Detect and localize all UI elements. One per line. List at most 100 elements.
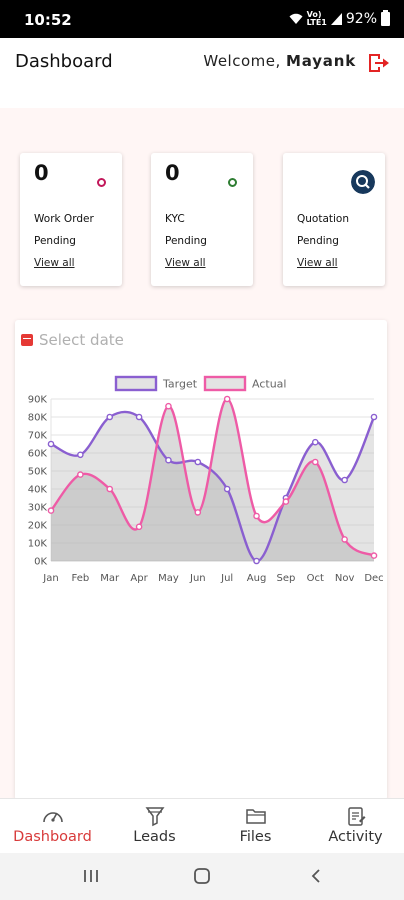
data-point <box>165 402 172 410</box>
nav-dashboard[interactable]: Dashboard <box>2 799 103 854</box>
page-title: Dashboard <box>15 51 113 72</box>
data-point <box>106 413 114 421</box>
y-tick-label: 70K <box>28 431 48 442</box>
y-tick-label: 10K <box>28 539 48 550</box>
y-tick-label: 50K <box>28 467 48 478</box>
folder-icon <box>245 809 266 824</box>
data-point <box>77 471 84 478</box>
target-actual-chart: 0K 10K 20K 30K 40K 50K 60K 70K 80K 90K Jan Feb Mar Ap… <box>28 375 384 584</box>
x-tick-label: Dec <box>364 573 383 584</box>
nav-label: Dashboard <box>13 829 92 845</box>
card-title: KYC <box>165 213 185 225</box>
y-tick-label: 90K <box>28 395 48 406</box>
status-dot-icon <box>97 178 106 187</box>
data-point <box>194 509 202 516</box>
nav-activity[interactable]: Activity <box>305 799 404 854</box>
status-icons: Vo) LTE1 92% <box>289 10 390 27</box>
data-point <box>311 438 319 446</box>
data-point <box>253 512 260 520</box>
view-all-link[interactable]: View all <box>165 257 206 269</box>
x-tick-label: Sep <box>276 573 295 584</box>
x-tick-label: Apr <box>130 573 148 584</box>
y-tick-label: 80K <box>28 413 48 424</box>
card-count: 0 <box>165 161 180 185</box>
data-point <box>106 485 114 493</box>
legend-swatch <box>114 375 158 392</box>
x-tick-label: Jul <box>220 573 233 584</box>
card-title: Work Order <box>34 213 94 225</box>
y-tick-label: 20K <box>28 521 48 532</box>
data-point <box>253 557 260 565</box>
x-tick-label: Jan <box>42 573 58 584</box>
data-point <box>77 451 84 459</box>
system-nav-bar <box>0 853 404 900</box>
x-tick-label: Aug <box>247 573 267 584</box>
wifi-icon <box>289 13 303 24</box>
data-point <box>223 395 231 403</box>
date-picker-placeholder: Select date <box>39 331 124 349</box>
data-point <box>311 458 319 466</box>
recent-apps-icon[interactable] <box>82 867 100 885</box>
nav-leads[interactable]: Leads <box>104 799 205 854</box>
app-header: Dashboard Welcome, Mayank <box>0 38 404 108</box>
card-subtitle: Pending <box>34 235 76 247</box>
signal-icon <box>330 13 342 25</box>
date-picker[interactable]: Select date <box>21 331 124 349</box>
status-dot-icon <box>228 178 237 187</box>
y-tick-label: 40K <box>28 485 48 496</box>
data-point <box>194 458 202 466</box>
card-subtitle: Pending <box>165 235 207 247</box>
y-tick-label: 0K <box>34 557 47 568</box>
legend-label: Actual <box>252 378 286 391</box>
data-point <box>135 523 143 531</box>
series-area-actual <box>51 398 374 561</box>
nav-label: Leads <box>133 829 176 845</box>
data-point <box>47 440 55 448</box>
card-title: Quotation <box>297 213 350 225</box>
quotation-card[interactable]: Quotation Pending View all <box>283 153 385 286</box>
data-point <box>341 536 348 543</box>
logout-icon[interactable] <box>366 52 390 74</box>
bottom-nav: Dashboard Leads Files Activity <box>0 798 404 853</box>
legend-label: Target <box>162 378 198 391</box>
welcome-text: Welcome, Mayank <box>203 52 356 70</box>
status-time: 10:52 <box>24 11 72 29</box>
battery-level: 92% <box>345 11 377 27</box>
clipboard-icon <box>347 807 365 826</box>
status-bar: 10:52 Vo) LTE1 92% <box>0 0 404 38</box>
work-order-card[interactable]: 0 Work Order Pending View all <box>20 153 122 286</box>
view-all-link[interactable]: View all <box>297 257 338 269</box>
home-icon[interactable] <box>193 867 211 885</box>
kyc-card[interactable]: 0 KYC Pending View all <box>151 153 253 286</box>
data-point <box>135 413 143 421</box>
gauge-icon <box>42 812 63 823</box>
card-subtitle: Pending <box>297 235 339 247</box>
x-tick-label: May <box>158 573 179 584</box>
legend-swatch <box>203 375 247 392</box>
battery-icon <box>381 10 390 26</box>
data-point <box>370 413 378 421</box>
nav-label: Activity <box>328 829 383 845</box>
nav-files[interactable]: Files <box>205 799 306 854</box>
y-tick-label: 60K <box>28 449 48 460</box>
data-point <box>223 485 231 493</box>
x-tick-label: Feb <box>72 573 90 584</box>
view-all-link[interactable]: View all <box>34 257 75 269</box>
card-count: 0 <box>34 161 49 185</box>
x-tick-label: Jun <box>189 573 206 584</box>
data-point <box>165 456 172 464</box>
data-point <box>47 507 55 514</box>
quotation-search-icon <box>351 170 375 194</box>
nav-label: Files <box>239 829 272 845</box>
y-tick-label: 30K <box>28 503 48 514</box>
user-name: Mayank <box>286 52 356 70</box>
network-type: Vo) LTE1 <box>306 10 327 27</box>
data-point <box>341 476 348 484</box>
x-tick-label: Oct <box>307 573 324 584</box>
x-tick-label: Nov <box>335 573 355 584</box>
calendar-icon <box>21 334 33 346</box>
back-icon[interactable] <box>308 867 326 885</box>
chart-card: Select date 0K 10K 20K 30K 40K 50K 60K 70K 80K 90… <box>15 320 387 800</box>
data-point <box>370 552 378 559</box>
series-area-target <box>51 411 374 562</box>
